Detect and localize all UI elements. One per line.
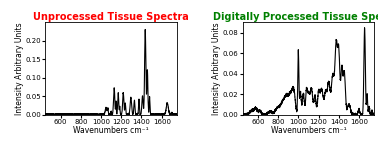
X-axis label: Wavenumbers cm⁻¹: Wavenumbers cm⁻¹ (73, 126, 149, 135)
Title: Digitally Processed Tissue Spectra: Digitally Processed Tissue Spectra (213, 12, 378, 22)
Y-axis label: Intensity Arbitrary Units: Intensity Arbitrary Units (212, 22, 222, 115)
Title: Unprocessed Tissue Spectra: Unprocessed Tissue Spectra (33, 12, 189, 22)
X-axis label: Wavenumbers cm⁻¹: Wavenumbers cm⁻¹ (271, 126, 346, 135)
Y-axis label: Intensity Arbitrary Units: Intensity Arbitrary Units (15, 22, 24, 115)
